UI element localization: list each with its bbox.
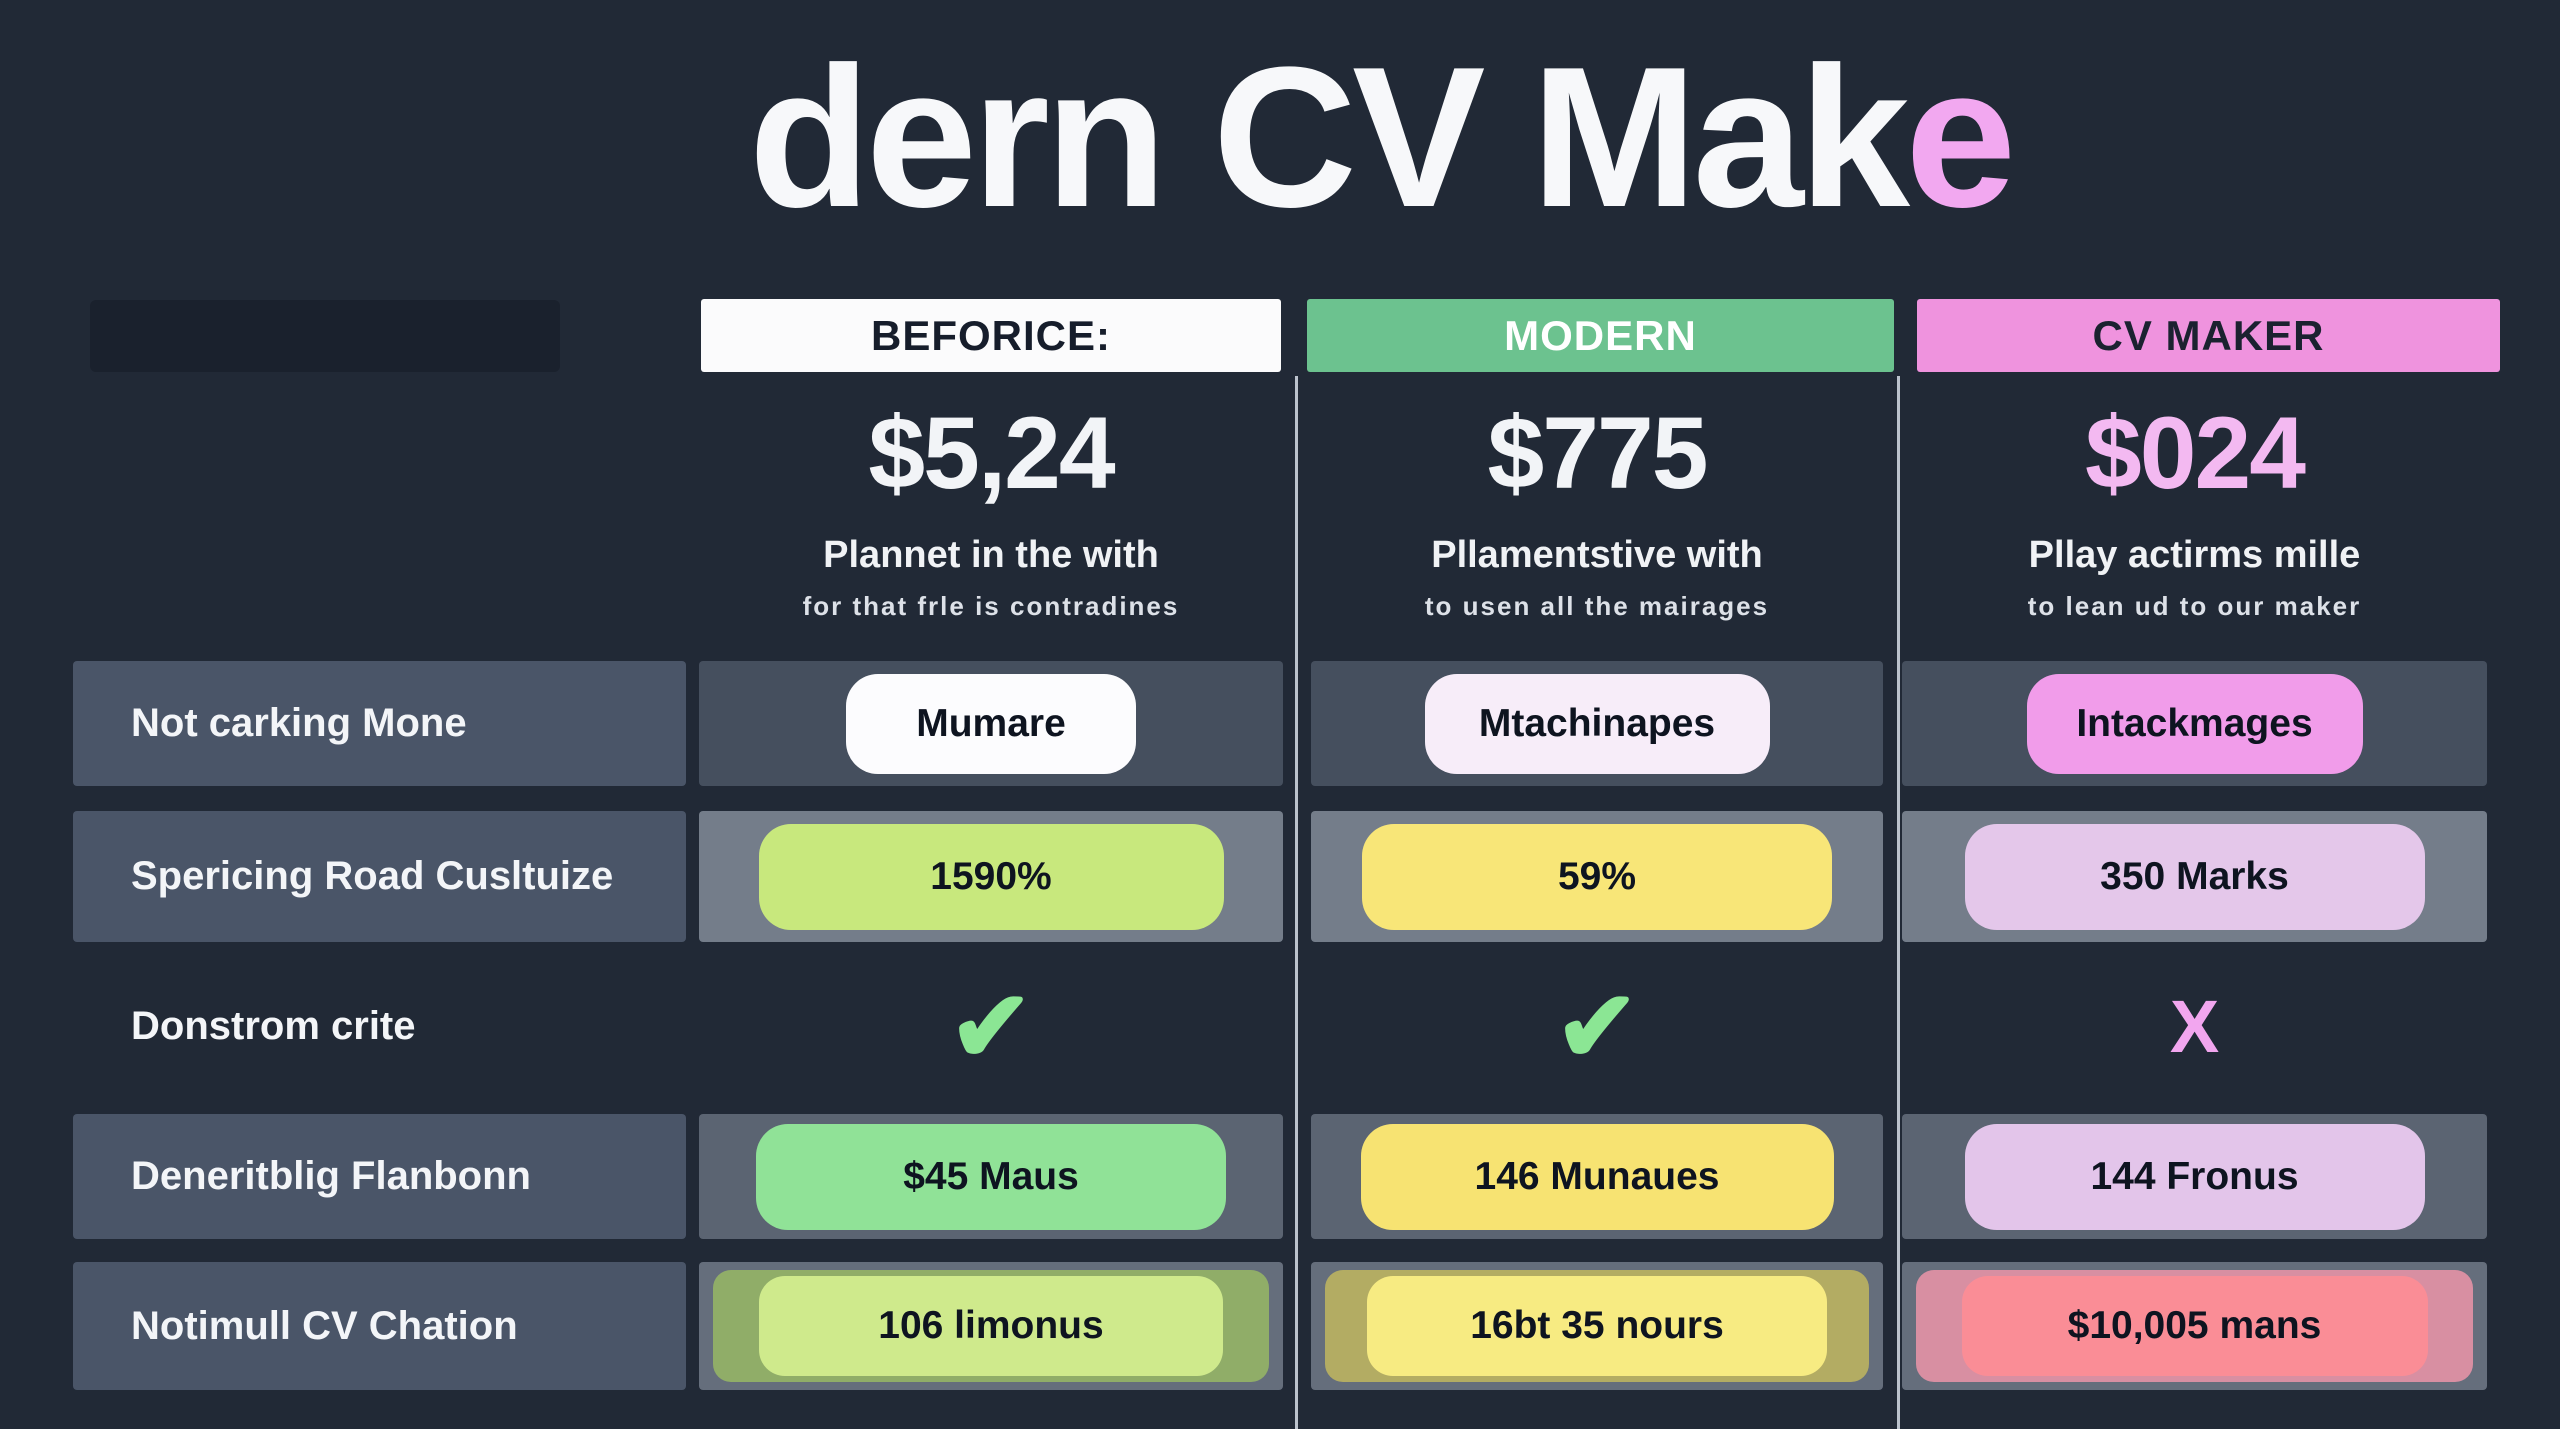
- row-label-not-carking-mone: Not carking Mone: [73, 661, 686, 786]
- price-subnote: for that frle is contradines: [802, 591, 1180, 621]
- price-value: $024: [2085, 396, 2306, 510]
- column-divider-1: [1295, 376, 1298, 1429]
- table-cell-r4-cv-maker: 144 Fronus: [1902, 1114, 2487, 1239]
- value-pill-text: Mtachinapes: [1478, 701, 1716, 745]
- faint-background-block: [90, 300, 560, 372]
- price-subtitle: Pllamentstive with: [1431, 534, 1763, 576]
- page-title: dern CV Make: [0, 38, 2560, 238]
- price-subtitle: Pllay actirms mille: [2028, 534, 2361, 576]
- price-value: $775: [1487, 396, 1709, 510]
- value-pill-text: $10,005 mans: [2067, 1304, 2322, 1347]
- value-pill: Mumare: [846, 673, 1136, 774]
- column-header-cv-maker-label: CV MAKER: [2092, 311, 2325, 359]
- value-pill-text: Mumare: [916, 701, 1066, 745]
- table-cell-r4-modern: 146 Munaues: [1311, 1114, 1883, 1239]
- check-icon: ✔: [949, 970, 1033, 1083]
- row-label-text: Deneritblig Flanbonn: [131, 1154, 531, 1198]
- value-pill-outer: 16bt 35 nours: [1325, 1270, 1869, 1382]
- value-pill: 1590%: [758, 823, 1224, 930]
- value-pill: 59%: [1362, 823, 1832, 930]
- check-icon: ✔: [1555, 970, 1639, 1083]
- value-pill-text: Intackmages: [2076, 701, 2313, 745]
- price-block-modern: $775 Pllamentstive with to usen all the …: [1311, 402, 1883, 622]
- price-subnote: to lean ud to our maker: [2027, 591, 2362, 621]
- value-pill-text: 144 Fronus: [2090, 1154, 2299, 1198]
- row-label-text: Donstrom crite: [131, 1004, 416, 1048]
- value-pill-text: 16bt 35 nours: [1470, 1304, 1724, 1347]
- value-pill-text: $45 Maus: [903, 1154, 1079, 1198]
- column-header-cv-maker: CV MAKER: [1917, 299, 2500, 372]
- value-pill: 350 Marks: [1964, 823, 2425, 930]
- column-header-beforice-label: BEFORICE:: [871, 311, 1111, 359]
- value-pill-outer: 106 limonus: [713, 1270, 1269, 1382]
- table-cell-r5-modern: 16bt 35 nours: [1311, 1262, 1883, 1390]
- value-pill: Mtachinapes: [1424, 673, 1770, 774]
- table-cell-r4-beforice: $45 Maus: [699, 1114, 1283, 1239]
- row-label-text: Spericing Road Cusltuize: [131, 854, 614, 898]
- price-block-beforice: $5,24 Plannet in the with for that frle …: [699, 402, 1283, 622]
- value-pill: 146 Munaues: [1360, 1123, 1834, 1230]
- table-cell-r2-modern: 59%: [1311, 811, 1883, 942]
- value-pill-text: 146 Munaues: [1474, 1154, 1720, 1198]
- table-cell-r3-cv-maker: X: [1902, 970, 2487, 1083]
- table-cell-r1-beforice: Mumare: [699, 661, 1283, 786]
- row-label-spericing-road-cusltuize: Spericing Road Cusltuize: [73, 811, 686, 942]
- row-label-deneritblig-flanbonn: Deneritblig Flanbonn: [73, 1114, 686, 1239]
- table-cell-r5-beforice: 106 limonus: [699, 1262, 1283, 1390]
- value-pill: 16bt 35 nours: [1367, 1276, 1827, 1376]
- table-cell-r2-cv-maker: 350 Marks: [1902, 811, 2487, 942]
- value-pill: 144 Fronus: [1964, 1123, 2425, 1230]
- table-cell-r2-beforice: 1590%: [699, 811, 1283, 942]
- price-subtitle: Plannet in the with: [823, 534, 1159, 576]
- column-header-modern-label: MODERN: [1504, 311, 1697, 359]
- column-divider-2: [1897, 376, 1900, 1429]
- value-pill: $45 Maus: [756, 1123, 1226, 1230]
- row-label-notimull-cv-chation: Notimull CV Chation: [73, 1262, 686, 1390]
- value-pill-text: 106 limonus: [878, 1304, 1104, 1347]
- value-pill-outer: $10,005 mans: [1916, 1270, 2473, 1382]
- cross-icon: X: [2169, 984, 2220, 1068]
- column-header-beforice: BEFORICE:: [701, 299, 1281, 372]
- table-cell-r3-beforice: ✔: [699, 970, 1283, 1083]
- table-cell-r5-cv-maker: $10,005 mans: [1902, 1262, 2487, 1390]
- value-pill-text: 1590%: [930, 854, 1052, 898]
- value-pill: Intackmages: [2026, 673, 2363, 774]
- row-label-text: Not carking Mone: [131, 701, 467, 745]
- table-cell-r3-modern: ✔: [1311, 970, 1883, 1083]
- row-label-text: Notimull CV Chation: [131, 1303, 518, 1348]
- value-pill-text: 350 Marks: [2100, 854, 2289, 898]
- page-title-main: dern CV Mak: [748, 26, 1910, 249]
- value-pill-text: 59%: [1557, 854, 1637, 898]
- column-header-modern: MODERN: [1307, 299, 1894, 372]
- value-pill: $10,005 mans: [1961, 1276, 2428, 1376]
- value-pill: 106 limonus: [759, 1276, 1223, 1376]
- table-cell-r1-modern: Mtachinapes: [1311, 661, 1883, 786]
- table-cell-r1-cv-maker: Intackmages: [1902, 661, 2487, 786]
- page-title-accent: e: [1905, 26, 2016, 249]
- row-label-donstrom-crite: Donstrom crite: [73, 970, 686, 1083]
- price-block-cv-maker: $024 Pllay actirms mille to lean ud to o…: [1902, 402, 2487, 622]
- price-subnote: to usen all the mairages: [1424, 591, 1770, 621]
- price-value: $5,24: [868, 396, 1115, 510]
